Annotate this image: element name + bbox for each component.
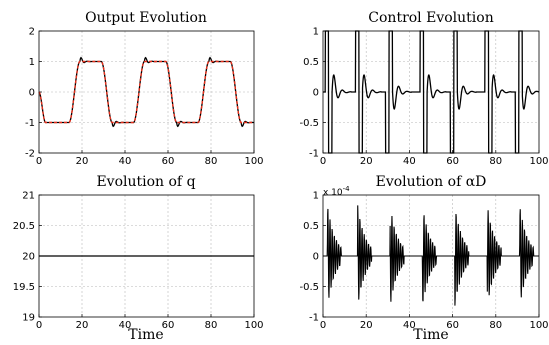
multiplier-label: x 10-4 xyxy=(323,185,350,198)
tick-label-x: 40 xyxy=(119,156,132,167)
tick-label-x: 0 xyxy=(36,156,42,167)
tick-label-x: 60 xyxy=(162,320,175,331)
xlabel-alpha: Time xyxy=(413,327,448,343)
panel-alpha: Evolution of αD Time x 10-4 0 20 40 60 80 100… xyxy=(299,174,548,343)
tick-label-y: 1 xyxy=(29,57,35,68)
tick-label-x: 100 xyxy=(529,320,548,331)
tick-label-x: 80 xyxy=(205,320,218,331)
tick-label-y: 0 xyxy=(313,88,319,99)
tick-label-x: 20 xyxy=(360,156,373,167)
tick-label-x: 0 xyxy=(320,156,326,167)
tick-label-y: 19 xyxy=(22,313,35,324)
tick-label-x: 40 xyxy=(403,320,416,331)
title-q: Evolution of q xyxy=(96,174,195,190)
multiplier-exponent: -4 xyxy=(343,185,351,193)
tick-label-x: 100 xyxy=(244,320,263,331)
tick-label-y: 1 xyxy=(313,27,319,38)
tick-label-y: -0.5 xyxy=(299,118,319,129)
tick-label-x: 100 xyxy=(529,156,548,167)
tick-label-x: 20 xyxy=(360,320,373,331)
tick-label-x: 20 xyxy=(76,156,89,167)
axes-frame xyxy=(322,194,540,318)
series-line-control xyxy=(323,30,540,154)
title-alpha: Evolution of αD xyxy=(376,174,487,190)
tick-label-x: 80 xyxy=(489,320,502,331)
tick-label-y: -2 xyxy=(25,149,35,160)
series-line-reference xyxy=(38,60,254,124)
axes-frame xyxy=(322,30,540,154)
tick-label-y: 20.5 xyxy=(13,221,35,232)
tick-label-y: -1 xyxy=(309,313,319,324)
panel-output: Output Evolution 0 20 40 60 80 100 -2 -1 0 1 2 xyxy=(25,10,264,167)
panel-control: Control Evolution 0 20 40 60 80 100 -1 -0.5 0 0.5… xyxy=(299,10,548,167)
tick-label-x: 80 xyxy=(489,156,502,167)
tick-label-x: 40 xyxy=(403,156,416,167)
tick-label-y: 21 xyxy=(22,191,35,202)
tick-label-y: -1 xyxy=(309,149,319,160)
multiplier-base: x 10 xyxy=(323,188,343,198)
tick-label-x: 0 xyxy=(320,320,326,331)
tick-label-y: 20 xyxy=(22,252,35,263)
tick-label-x: 60 xyxy=(446,156,459,167)
series-line-alpha xyxy=(323,205,539,306)
axes-frame xyxy=(38,194,255,318)
title-output: Output Evolution xyxy=(85,10,207,26)
xlabel-q: Time xyxy=(128,327,163,343)
tick-label-x: 0 xyxy=(36,320,42,331)
tick-label-x: 20 xyxy=(76,320,89,331)
tick-label-x: 40 xyxy=(119,320,132,331)
panel-q: Evolution of q Time 0 20 40 60 80 100 19 19.5 20… xyxy=(13,174,264,343)
tick-label-y: 0 xyxy=(29,88,35,99)
tick-label-y: 0.5 xyxy=(303,57,319,68)
tick-label-x: 80 xyxy=(205,156,218,167)
tick-label-x: 60 xyxy=(446,320,459,331)
title-control: Control Evolution xyxy=(368,10,493,26)
tick-label-x: 100 xyxy=(244,156,263,167)
tick-label-y: 19.5 xyxy=(13,282,35,293)
tick-label-y: 2 xyxy=(29,27,35,38)
tick-label-y: 1 xyxy=(313,191,319,202)
tick-label-y: -1 xyxy=(25,118,35,129)
tick-label-x: 60 xyxy=(162,156,175,167)
axes-frame xyxy=(38,30,255,154)
tick-label-y: -0.5 xyxy=(299,282,319,293)
tick-label-y: 0.5 xyxy=(303,221,319,232)
tick-label-y: 0 xyxy=(313,252,319,263)
